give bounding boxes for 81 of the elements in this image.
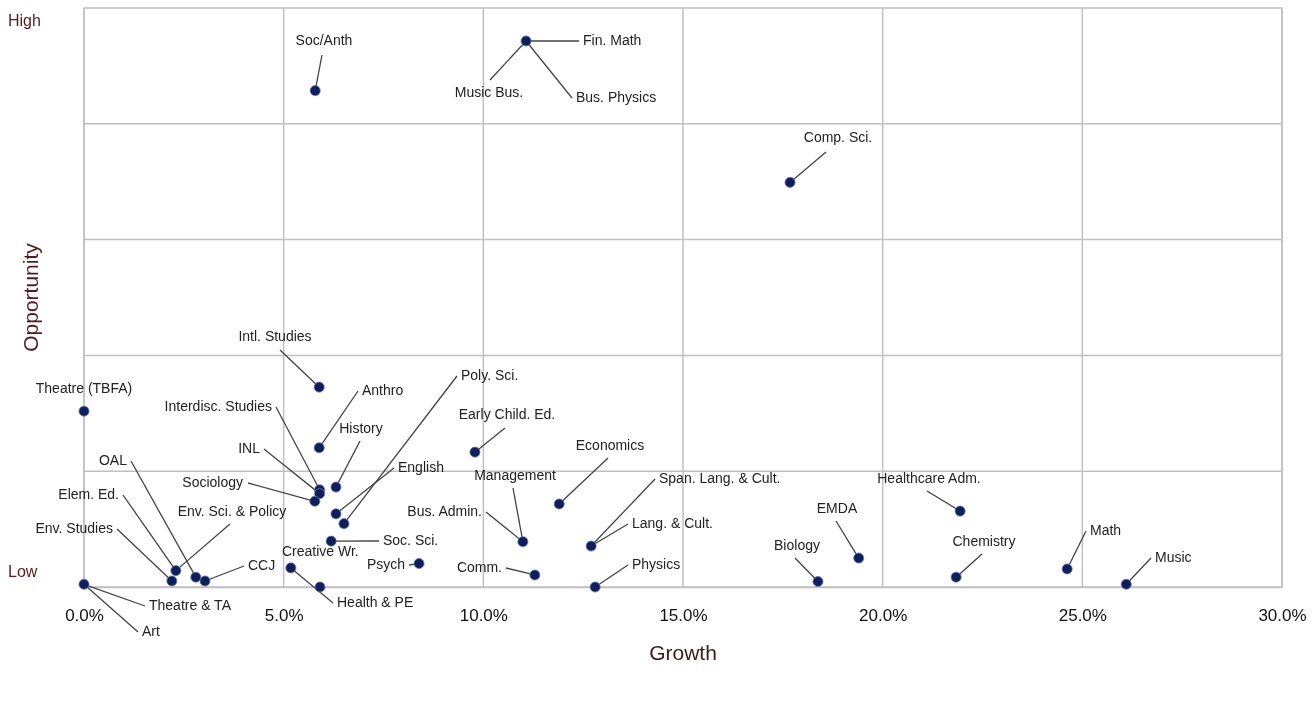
annotation: Span. Lang. & Cult. bbox=[659, 469, 781, 486]
x-tick-label: 10.0% bbox=[459, 606, 508, 626]
point bbox=[784, 176, 796, 188]
annotation: Comm. bbox=[456, 558, 502, 575]
point bbox=[529, 569, 541, 581]
annotation: Bus. Admin. bbox=[407, 502, 482, 519]
point bbox=[812, 576, 824, 587]
annotation: Poly. Sci. bbox=[461, 366, 519, 383]
point bbox=[313, 381, 325, 393]
annotation: INL bbox=[238, 439, 261, 456]
point bbox=[330, 481, 342, 493]
point bbox=[313, 442, 325, 454]
x-tick-label: 25.0% bbox=[1058, 606, 1107, 626]
x-tick-label: 5.0% bbox=[264, 606, 304, 626]
point bbox=[338, 518, 350, 530]
annotation: Comp. Sci. bbox=[803, 128, 873, 145]
point bbox=[517, 536, 529, 548]
point bbox=[314, 581, 326, 593]
point bbox=[950, 571, 962, 583]
annotation: Early Child. Ed. bbox=[458, 405, 556, 422]
point bbox=[285, 562, 297, 574]
annotation: Biology bbox=[774, 536, 820, 553]
annotation: Env. Studies bbox=[35, 519, 113, 536]
point bbox=[469, 446, 481, 458]
point bbox=[199, 575, 211, 587]
annotation: Interdisc. Studies bbox=[164, 397, 272, 414]
point bbox=[78, 405, 90, 417]
point bbox=[190, 571, 202, 583]
annotation: OAL bbox=[98, 451, 128, 468]
annotation: CCJ bbox=[248, 556, 276, 573]
annotation: Healthcare Adm. bbox=[877, 469, 981, 486]
x-axis-title: Growth bbox=[649, 641, 717, 664]
annotation: Fin. Math bbox=[583, 31, 642, 48]
annotation: Psych bbox=[366, 555, 405, 572]
annotation: Theatre (TBFA) bbox=[35, 379, 133, 396]
annotation: Intl. Studies bbox=[238, 327, 312, 344]
annotation: Math bbox=[1090, 521, 1122, 538]
annotation: EMDA bbox=[816, 499, 858, 516]
point bbox=[78, 578, 90, 590]
point bbox=[309, 85, 321, 97]
point bbox=[166, 575, 178, 587]
annotation: Lang. & Cult. bbox=[632, 514, 713, 531]
point bbox=[1120, 578, 1132, 590]
annotation: Soc/Anth bbox=[295, 31, 353, 48]
point bbox=[553, 498, 565, 510]
annotation: Economics bbox=[575, 436, 645, 453]
point bbox=[330, 508, 342, 520]
x-tick-label: 20.0% bbox=[859, 606, 908, 626]
point bbox=[413, 558, 425, 569]
annotation: Music bbox=[1155, 548, 1192, 565]
annotation: Creative Wr. bbox=[282, 542, 359, 559]
annotation: Theatre & TA bbox=[149, 596, 232, 613]
point bbox=[954, 505, 966, 517]
annotation: Sociology bbox=[182, 473, 243, 490]
text: Low bbox=[8, 563, 38, 581]
annotation: Physics bbox=[632, 555, 681, 572]
annotation: Env. Sci. & Policy bbox=[177, 502, 287, 519]
annotation: English bbox=[398, 458, 444, 475]
annotation: Elem. Ed. bbox=[58, 485, 119, 502]
annotation: Soc. Sci. bbox=[383, 531, 439, 548]
point bbox=[314, 488, 326, 500]
point bbox=[520, 35, 532, 47]
annotation: Music Bus. bbox=[454, 83, 524, 100]
point bbox=[853, 552, 865, 564]
x-tick-label: 0.0% bbox=[65, 606, 104, 626]
point bbox=[589, 581, 601, 593]
point bbox=[309, 495, 321, 507]
annotation: Anthro bbox=[362, 381, 404, 398]
point bbox=[1061, 563, 1073, 575]
x-tick-label: 30.0% bbox=[1258, 606, 1307, 626]
point bbox=[585, 540, 597, 552]
annotation: Chemistry bbox=[952, 532, 1016, 549]
annotation: History bbox=[339, 419, 383, 436]
text: High bbox=[8, 12, 41, 30]
annotation: Management bbox=[474, 466, 556, 483]
annotation: Bus. Physics bbox=[576, 88, 657, 105]
x-tick-label: 15.0% bbox=[659, 606, 708, 626]
annotation: Art bbox=[142, 622, 160, 639]
annotation: Health & PE bbox=[337, 593, 414, 610]
point bbox=[170, 565, 182, 577]
y-axis-title: Opportunity bbox=[19, 242, 42, 352]
